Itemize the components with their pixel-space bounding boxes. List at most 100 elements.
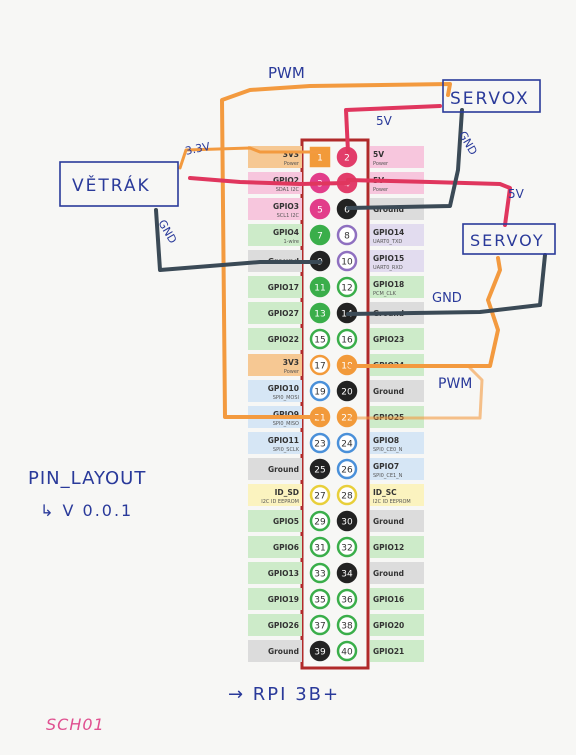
- left-label-bg: [248, 328, 302, 350]
- servoy-label: SERVOY: [470, 231, 545, 250]
- pin-11: [309, 276, 331, 298]
- servox-label: SERVOX: [450, 89, 530, 109]
- right-label-bg: [370, 562, 424, 584]
- pwm-top-label: PWM: [268, 64, 305, 82]
- pin-number: 29: [314, 518, 326, 528]
- pin-40: [336, 640, 358, 662]
- pwm-bottom-label: PWM: [438, 376, 472, 392]
- pin-number: 39: [314, 648, 326, 658]
- left-label-bg: [248, 640, 302, 662]
- pin-15: [309, 328, 331, 350]
- left-pin-name: GPIO22: [268, 335, 299, 344]
- pin-number: 37: [314, 622, 325, 632]
- pin-number: 20: [341, 388, 353, 398]
- pin-35: [309, 588, 331, 610]
- right-pin-sub: PCM_CLK: [373, 291, 397, 297]
- right-label-bg: [370, 146, 424, 168]
- pin-number: 27: [314, 492, 325, 502]
- right-label-bg: [370, 380, 424, 402]
- right-label-bg: [370, 328, 424, 350]
- left-pin-name: 3V3: [283, 150, 299, 159]
- wire-5v-servoy: [346, 178, 512, 227]
- pin-number: 2: [344, 154, 350, 164]
- wire-5v-servox: [344, 104, 442, 154]
- pin-30: [336, 510, 358, 532]
- right-pin-name: 5V: [373, 150, 384, 159]
- left-label-bg: [248, 536, 302, 558]
- pin-24: [336, 432, 358, 454]
- pin-26: [336, 458, 358, 480]
- pin-34: [336, 562, 358, 584]
- gnd-servoy-label: GND: [432, 291, 462, 306]
- pin-number: 19: [314, 388, 326, 398]
- left-label-bg: [248, 224, 302, 246]
- gpio-header-outline: [300, 138, 370, 670]
- left-pin-name: GPIO2: [273, 176, 299, 185]
- pin-number: 33: [314, 570, 325, 580]
- pin-number: 16: [341, 336, 353, 346]
- pin-number: 10: [341, 258, 353, 268]
- right-label-bg: [370, 224, 424, 246]
- version-label: ↳ V 0.0.1: [40, 501, 133, 520]
- right-label-bg: [370, 276, 424, 298]
- servoy-box: [462, 223, 556, 255]
- left-label-bg: [248, 302, 302, 324]
- right-pin-name: GPIO23: [373, 335, 404, 344]
- pin-23: [309, 432, 331, 454]
- left-pin-sub: SDA1 I2C: [276, 187, 300, 193]
- pin-28: [336, 484, 358, 506]
- right-pin-sub: SPI0_CE1_N: [373, 473, 403, 479]
- pin-7: [309, 224, 331, 246]
- left-pin-name: Ground: [268, 465, 299, 474]
- left-label-bg: [248, 510, 302, 532]
- pin-17: [309, 354, 331, 376]
- 5v-servoy-label: 5V: [508, 187, 525, 201]
- sheet-label: SCH01: [46, 715, 105, 734]
- pin-27: [309, 484, 331, 506]
- pin-number: 25: [314, 466, 325, 476]
- pin-number: 5: [317, 206, 323, 216]
- pin-25: [309, 458, 331, 480]
- pin-number: 17: [314, 362, 325, 372]
- pin-number: 6: [344, 206, 350, 216]
- pin-16: [336, 328, 358, 350]
- left-pin-name: GPIO13: [268, 569, 299, 578]
- left-pin-name: GPIO9: [273, 410, 299, 419]
- left-pin-name: GPIO26: [268, 621, 299, 630]
- wire-gnd-servoy: [346, 253, 547, 316]
- right-pin-name: Ground: [373, 517, 404, 526]
- pin-number: 36: [341, 596, 353, 606]
- right-pin-name: GPIO8: [373, 436, 399, 445]
- device-boxes: [59, 79, 556, 255]
- left-pin-sub: SCL1 I2C: [277, 213, 300, 219]
- right-pin-sub: Power: [373, 187, 389, 193]
- pin-8: [336, 224, 358, 246]
- pin-number: 28: [341, 492, 353, 502]
- pin-number: 38: [341, 622, 353, 632]
- left-pin-sub: SPI0_MISO: [273, 421, 299, 427]
- right-label-bg: [370, 588, 424, 610]
- board-label: → RPI 3B+: [228, 684, 340, 705]
- handwriting: PWM SERVOX 5V GND 3.3V VĚTRÁK GND 5V SER…: [28, 64, 545, 734]
- servox-box: [442, 79, 541, 113]
- pin-29: [309, 510, 331, 532]
- left-pin-sub: I2C ID EEPROM: [261, 499, 299, 505]
- left-label-bg: [248, 276, 302, 298]
- pin-36: [336, 588, 358, 610]
- wires: [154, 82, 547, 420]
- wire-pwm-servox: [220, 82, 452, 419]
- pin-number: 7: [317, 232, 323, 242]
- pin-layout-label: PIN_LAYOUT: [28, 468, 146, 489]
- pin-number: 40: [341, 648, 353, 658]
- pin-5: [309, 198, 331, 220]
- left-pin-name: ID_SD: [275, 488, 299, 497]
- wire-pwm-servoy: [348, 256, 502, 368]
- pin-39: [309, 640, 331, 662]
- left-label-bg: [248, 588, 302, 610]
- pin-number: 26: [341, 466, 353, 476]
- left-pin-name: GPIO17: [268, 283, 299, 292]
- vetrak-box: [59, 161, 179, 207]
- right-label-bg: [370, 614, 424, 636]
- pin-number: 11: [314, 284, 325, 294]
